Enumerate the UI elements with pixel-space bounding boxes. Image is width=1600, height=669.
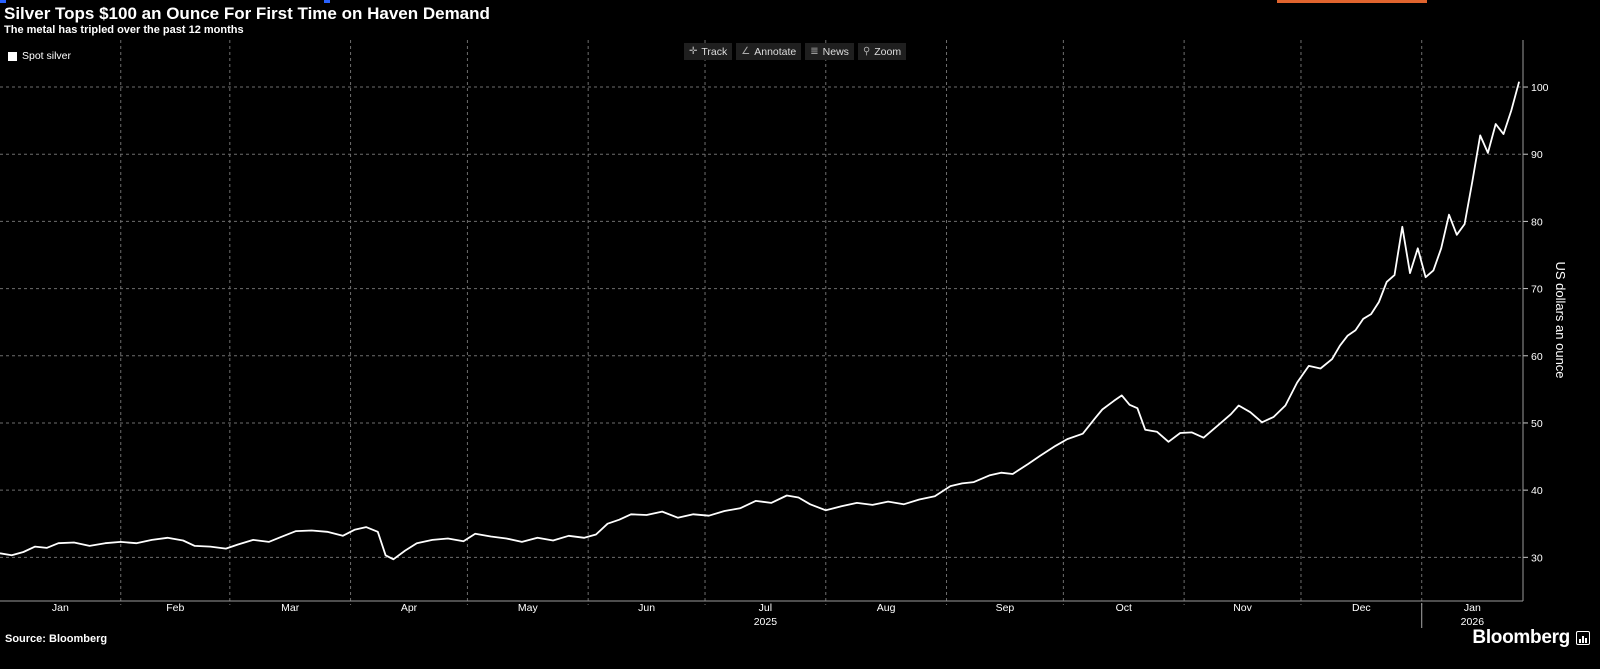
x-tick-label: Dec — [1352, 602, 1371, 614]
zoom-button[interactable]: ⚲ Zoom — [857, 43, 907, 60]
annotate-label: Annotate — [754, 45, 797, 58]
y-tick-label: 100 — [1531, 82, 1549, 94]
zoom-label: Zoom — [874, 45, 902, 58]
list-icon: ≣ — [810, 45, 819, 57]
track-label: Track — [701, 45, 728, 58]
legend-label: Spot silver — [22, 50, 72, 62]
y-tick-label: 30 — [1531, 552, 1543, 564]
news-label: News — [822, 45, 849, 58]
magnifier-icon: ⚲ — [862, 45, 871, 57]
x-tick-label: Nov — [1233, 602, 1252, 614]
pencil-icon: ∠ — [741, 45, 751, 57]
brand-wordmark: Bloomberg — [1472, 627, 1570, 648]
x-year-label: 2026 — [1461, 616, 1485, 628]
x-tick-label: Feb — [166, 602, 184, 614]
brand-logo: Bloomberg — [1472, 627, 1590, 649]
x-tick-label: Jan — [1464, 602, 1481, 614]
y-tick-label: 50 — [1531, 418, 1543, 430]
y-tick-label: 60 — [1531, 351, 1543, 363]
y-tick-label: 90 — [1531, 149, 1543, 161]
x-tick-label: Apr — [401, 602, 418, 614]
x-tick-label: Oct — [1116, 602, 1132, 614]
x-tick-label: May — [518, 602, 539, 614]
legend-swatch — [8, 51, 17, 61]
crosshair-icon: ✛ — [689, 45, 698, 57]
annotate-button[interactable]: ∠ Annotate — [736, 43, 802, 60]
bar-chart-icon — [1576, 631, 1590, 645]
x-tick-label: Sep — [996, 602, 1015, 614]
chart-toolbar: ✛ Track ∠ Annotate ≣ News ⚲ Zoom — [684, 43, 907, 60]
y-axis-title: US dollars an ounce — [1553, 261, 1568, 378]
source-note: Source: Bloomberg — [5, 633, 108, 645]
top-accent-bar — [1277, 0, 1427, 3]
x-tick-label: Jan — [52, 602, 69, 614]
x-year-label: 2025 — [754, 616, 778, 628]
top-accent-bar — [324, 0, 330, 3]
top-accent-bar — [0, 0, 6, 3]
y-tick-label: 80 — [1531, 216, 1543, 228]
chart-title: Silver Tops $100 an Ounce For First Time… — [4, 4, 490, 23]
y-tick-label: 70 — [1531, 284, 1543, 296]
x-tick-label: Jul — [759, 602, 772, 614]
x-tick-label: Aug — [877, 602, 896, 614]
news-button[interactable]: ≣ News — [805, 43, 854, 60]
legend[interactable]: Spot silver — [8, 50, 71, 62]
track-button[interactable]: ✛ Track — [684, 43, 733, 60]
chart-subtitle: The metal has tripled over the past 12 m… — [4, 24, 244, 36]
x-tick-label: Mar — [281, 602, 300, 614]
x-tick-label: Jun — [638, 602, 655, 614]
y-tick-label: 40 — [1531, 485, 1543, 497]
series-line-spot-silver — [0, 81, 1520, 561]
